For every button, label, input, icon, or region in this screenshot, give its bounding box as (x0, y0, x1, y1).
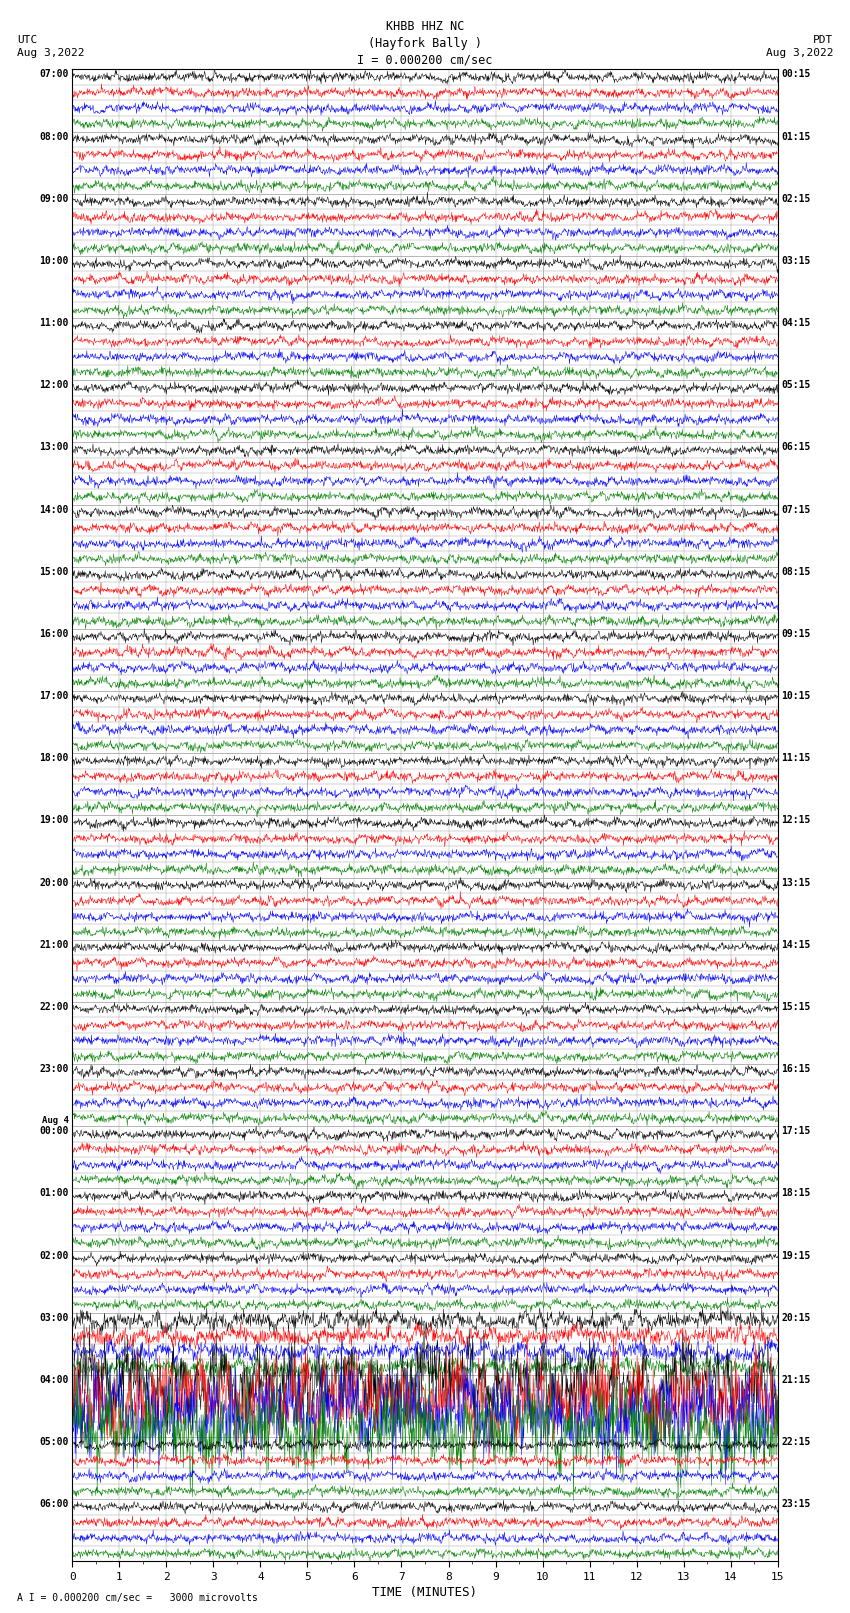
Text: 07:00: 07:00 (39, 69, 69, 79)
Text: 22:15: 22:15 (781, 1437, 811, 1447)
Text: UTC: UTC (17, 35, 37, 45)
Text: 14:00: 14:00 (39, 505, 69, 515)
Text: 04:00: 04:00 (39, 1374, 69, 1386)
Text: 09:15: 09:15 (781, 629, 811, 639)
Text: 10:00: 10:00 (39, 256, 69, 266)
Text: 06:15: 06:15 (781, 442, 811, 452)
Text: 21:15: 21:15 (781, 1374, 811, 1386)
Text: 09:00: 09:00 (39, 194, 69, 203)
Text: 21:00: 21:00 (39, 940, 69, 950)
Text: PDT: PDT (813, 35, 833, 45)
Text: 23:15: 23:15 (781, 1498, 811, 1510)
X-axis label: TIME (MINUTES): TIME (MINUTES) (372, 1586, 478, 1598)
Text: 16:15: 16:15 (781, 1065, 811, 1074)
Text: 19:00: 19:00 (39, 816, 69, 826)
Text: 08:00: 08:00 (39, 132, 69, 142)
Text: 05:00: 05:00 (39, 1437, 69, 1447)
Text: 13:00: 13:00 (39, 442, 69, 452)
Text: Aug 3,2022: Aug 3,2022 (766, 48, 833, 58)
Text: 12:15: 12:15 (781, 816, 811, 826)
Text: 23:00: 23:00 (39, 1065, 69, 1074)
Title: KHBB HHZ NC
(Hayfork Bally )
I = 0.000200 cm/sec: KHBB HHZ NC (Hayfork Bally ) I = 0.00020… (357, 19, 493, 66)
Text: 10:15: 10:15 (781, 690, 811, 702)
Text: 22:00: 22:00 (39, 1002, 69, 1011)
Text: 02:15: 02:15 (781, 194, 811, 203)
Text: 00:15: 00:15 (781, 69, 811, 79)
Text: Aug 3,2022: Aug 3,2022 (17, 48, 84, 58)
Text: 05:15: 05:15 (781, 381, 811, 390)
Text: 18:15: 18:15 (781, 1189, 811, 1198)
Text: 08:15: 08:15 (781, 566, 811, 577)
Text: 20:00: 20:00 (39, 877, 69, 887)
Text: 01:00: 01:00 (39, 1189, 69, 1198)
Text: 03:15: 03:15 (781, 256, 811, 266)
Text: 11:15: 11:15 (781, 753, 811, 763)
Text: 04:15: 04:15 (781, 318, 811, 327)
Text: 17:00: 17:00 (39, 690, 69, 702)
Text: 14:15: 14:15 (781, 940, 811, 950)
Text: 15:00: 15:00 (39, 566, 69, 577)
Text: 07:15: 07:15 (781, 505, 811, 515)
Text: 11:00: 11:00 (39, 318, 69, 327)
Text: 00:00: 00:00 (39, 1126, 69, 1136)
Text: A I = 0.000200 cm/sec =   3000 microvolts: A I = 0.000200 cm/sec = 3000 microvolts (17, 1594, 258, 1603)
Text: 16:00: 16:00 (39, 629, 69, 639)
Text: 01:15: 01:15 (781, 132, 811, 142)
Text: 12:00: 12:00 (39, 381, 69, 390)
Text: 18:00: 18:00 (39, 753, 69, 763)
Text: 06:00: 06:00 (39, 1498, 69, 1510)
Text: 15:15: 15:15 (781, 1002, 811, 1011)
Text: 20:15: 20:15 (781, 1313, 811, 1323)
Text: 03:00: 03:00 (39, 1313, 69, 1323)
Text: 19:15: 19:15 (781, 1250, 811, 1260)
Text: 13:15: 13:15 (781, 877, 811, 887)
Text: 17:15: 17:15 (781, 1126, 811, 1136)
Text: 02:00: 02:00 (39, 1250, 69, 1260)
Text: Aug 4: Aug 4 (42, 1116, 69, 1124)
